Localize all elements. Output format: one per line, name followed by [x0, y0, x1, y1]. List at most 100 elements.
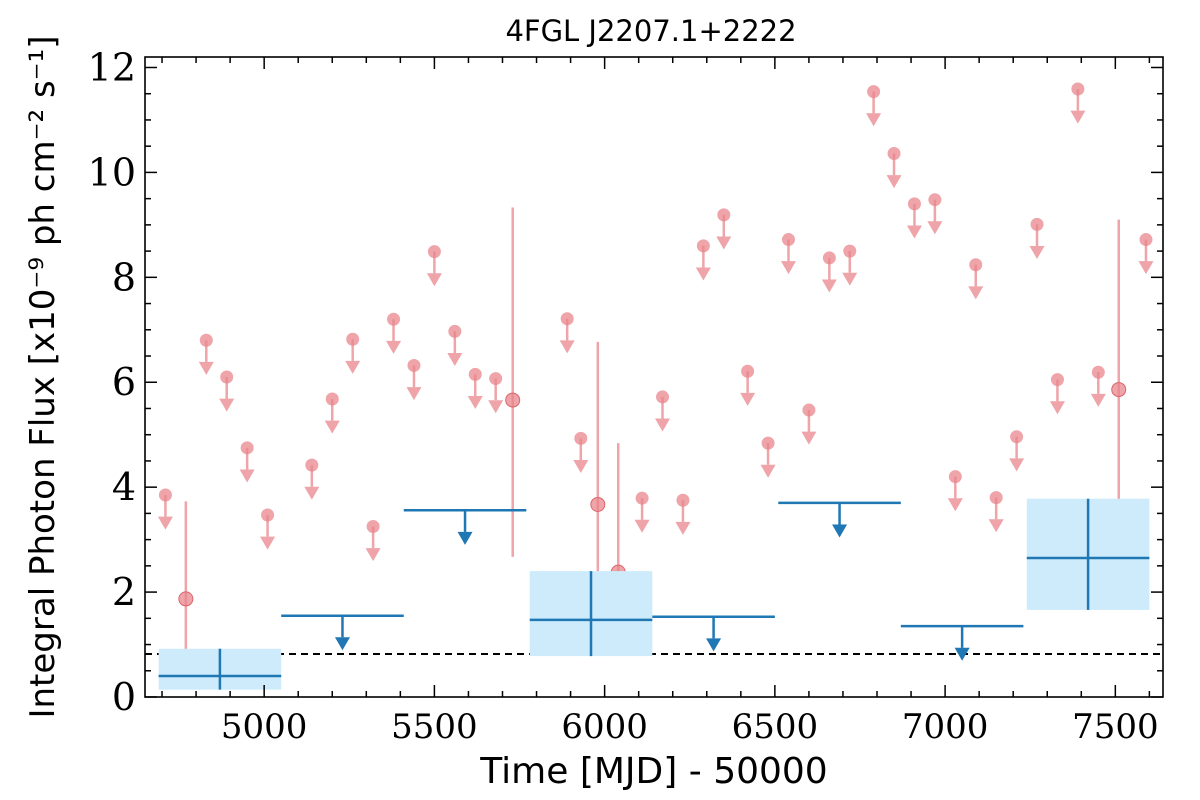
upper-limit-marker: [305, 458, 319, 472]
detection-marker: [178, 591, 194, 607]
upper-limit-arrow-head: [488, 400, 504, 414]
upper-limit-arrow-head: [842, 272, 858, 286]
upper-limit-marker: [696, 239, 710, 253]
upper-limit-marker: [387, 312, 401, 326]
upper-limit-arrow-head: [386, 340, 402, 354]
upper-limit-marker: [1139, 233, 1153, 247]
binned-detection: [529, 571, 653, 657]
upper-limit-arrow-head: [260, 536, 276, 550]
upper-limit-marker: [1030, 217, 1044, 231]
binned-ul-arrow-head: [954, 647, 970, 661]
upper-limit-marker: [346, 332, 360, 346]
detection-point: [178, 501, 194, 662]
upper-limit-arrow-head: [821, 279, 837, 293]
upper-limit-point: [573, 431, 589, 473]
upper-limit-arrow-head: [1029, 245, 1045, 259]
x-axis: 5000 5500 6000 6500 7000 7500: [161, 57, 1159, 747]
y-tick-label: 6: [112, 360, 136, 404]
upper-limit-point: [1090, 365, 1106, 407]
upper-limit-arrow-head: [886, 175, 902, 189]
upper-limit-point: [1009, 430, 1025, 472]
binned-ul-arrow-head: [706, 638, 722, 652]
upper-limit-point: [780, 233, 796, 275]
y-tick-label: 2: [112, 570, 136, 614]
upper-limit-marker: [867, 85, 881, 99]
x-tick-label: 5500: [391, 707, 478, 747]
upper-limit-point: [821, 251, 837, 293]
upper-limit-marker: [635, 491, 649, 505]
upper-limit-marker: [1010, 430, 1024, 444]
upper-limit-arrow-head: [365, 548, 381, 562]
x-tick-label: 6000: [561, 707, 648, 747]
upper-limit-marker: [969, 258, 983, 272]
x-tick-label: 6500: [732, 707, 819, 747]
detection-point: [505, 207, 521, 557]
upper-limit-point: [559, 312, 575, 354]
detection-marker: [590, 496, 606, 512]
x-tick-label: 7500: [1072, 707, 1159, 747]
y-axis-label: Integral Photon Flux [x10⁻⁹ ph cm⁻² s⁻¹]: [23, 35, 63, 718]
x-tick-label: 5000: [221, 707, 308, 747]
binned-ul-arrow-head: [832, 524, 848, 538]
upper-limit-marker: [676, 493, 690, 507]
upper-limit-point: [866, 85, 882, 127]
upper-limit-marker: [427, 245, 441, 259]
detection-marker: [505, 392, 521, 408]
upper-limit-marker: [407, 358, 421, 372]
upper-limit-point: [1138, 233, 1154, 275]
upper-limit-arrow-head: [695, 267, 711, 281]
upper-limit-point: [365, 520, 381, 562]
upper-limit-arrow-head: [406, 387, 422, 401]
upper-limit-point: [760, 436, 776, 478]
y-axis: 0 2 4 6 8 10 12: [88, 45, 1163, 719]
upper-limit-arrow-head: [1070, 110, 1086, 124]
upper-limit-point: [467, 367, 483, 409]
upper-limit-arrow-head: [801, 431, 817, 445]
upper-limit-point: [386, 312, 402, 354]
upper-limit-arrow-head: [760, 464, 776, 478]
y-tick-label: 10: [88, 150, 136, 194]
y-tick-label: 4: [112, 465, 136, 509]
upper-limit-marker: [1091, 365, 1105, 379]
upper-limit-arrow-head: [157, 516, 173, 530]
upper-limit-marker: [781, 233, 795, 247]
binned-upper-limit: [778, 501, 901, 538]
chart-title: 4FGL J2207.1+2222: [505, 14, 796, 48]
upper-limit-marker: [1071, 82, 1085, 96]
upper-limit-marker: [448, 324, 462, 338]
upper-limit-marker: [1050, 373, 1064, 387]
upper-limit-point: [260, 508, 276, 550]
upper-limit-point: [1070, 82, 1086, 124]
upper-limit-arrow-head: [1009, 458, 1025, 472]
data-layer: [157, 82, 1154, 690]
upper-limit-marker: [989, 491, 1003, 505]
upper-limit-point: [219, 370, 235, 412]
upper-limit-point: [927, 193, 943, 235]
upper-limit-arrow-head: [573, 460, 589, 473]
upper-limit-arrow-head: [345, 360, 361, 374]
x-tick-label: 7000: [902, 707, 989, 747]
upper-limit-point: [655, 390, 671, 432]
upper-limit-marker: [158, 488, 172, 502]
y-tick-label: 8: [112, 255, 136, 299]
upper-limit-arrow-head: [304, 486, 320, 500]
upper-limit-point: [447, 324, 463, 366]
upper-limit-marker: [907, 197, 921, 211]
binned-upper-limit: [281, 614, 404, 651]
upper-limit-marker: [240, 441, 254, 455]
upper-limit-point: [1029, 217, 1045, 259]
binned-upper-limit: [900, 624, 1024, 661]
upper-limit-marker: [468, 367, 482, 381]
upper-limit-point: [842, 244, 858, 286]
upper-limit-point: [324, 392, 340, 434]
upper-limit-arrow-head: [559, 340, 575, 354]
upper-limit-point: [157, 488, 173, 530]
upper-limit-arrow-head: [324, 420, 340, 434]
upper-limit-arrow-head: [467, 396, 483, 409]
upper-limit-marker: [199, 333, 213, 347]
upper-limit-point: [968, 258, 984, 300]
upper-limit-arrow-head: [906, 225, 922, 239]
upper-limit-arrow-head: [675, 521, 691, 535]
detection-point: [1111, 219, 1127, 523]
